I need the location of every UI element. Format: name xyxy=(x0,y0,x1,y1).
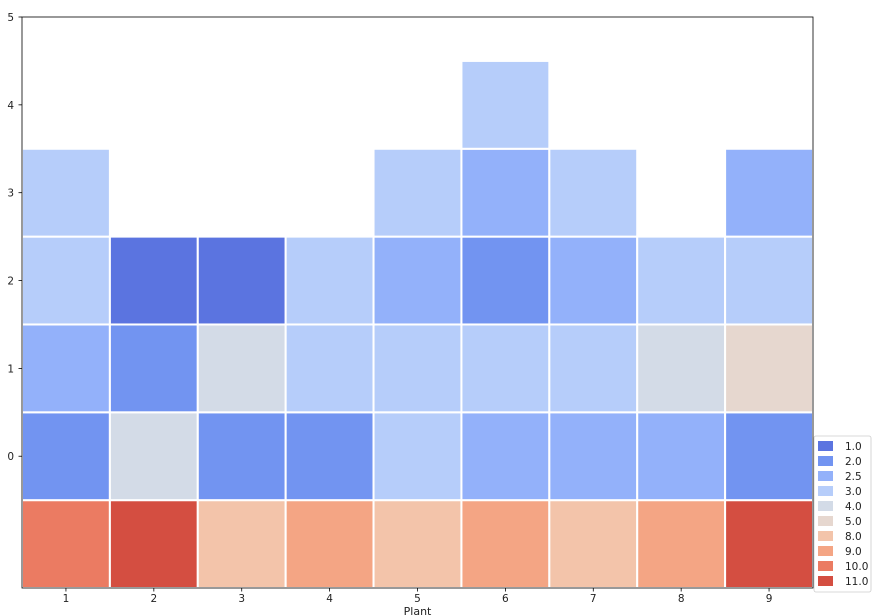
heatmap-cell xyxy=(108,323,199,414)
heatmap-cell xyxy=(372,499,463,589)
legend-label: 11.0 xyxy=(845,576,868,588)
heatmap-cell xyxy=(724,147,814,238)
legend-label: 10.0 xyxy=(845,561,868,573)
heatmap-cell xyxy=(724,499,814,589)
heatmap-cell xyxy=(460,147,551,238)
y-tick-label: 1 xyxy=(7,363,14,375)
legend-swatch xyxy=(818,501,833,511)
x-tick-label: 3 xyxy=(238,593,245,605)
heatmap-cell xyxy=(196,323,287,414)
x-tick-label: 1 xyxy=(63,593,70,605)
heatmap-cell xyxy=(460,499,551,589)
heatmap-cells xyxy=(21,59,814,589)
legend-swatch xyxy=(818,561,833,571)
heatmap-cell xyxy=(548,147,639,238)
heatmap-cell xyxy=(460,323,551,414)
heatmap-cell xyxy=(284,323,375,414)
heatmap-cell xyxy=(108,499,199,589)
legend-swatch xyxy=(818,456,833,466)
heatmap-cell xyxy=(108,235,199,326)
y-tick-label: 2 xyxy=(7,276,14,288)
heatmap-cell xyxy=(21,147,111,238)
legend-swatch xyxy=(818,531,833,541)
legend-label: 8.0 xyxy=(845,531,862,543)
heatmap-cell xyxy=(548,499,639,589)
legend-swatch xyxy=(818,576,833,586)
x-axis-label: Plant xyxy=(404,605,432,616)
legend-label: 9.0 xyxy=(845,546,862,558)
y-tick-label: 5 xyxy=(7,12,14,24)
y-axis: 0 1 2 3 4 5 xyxy=(7,12,22,463)
heatmap-cell xyxy=(724,411,814,502)
y-tick-label: 3 xyxy=(7,188,14,200)
heatmap-cell xyxy=(548,411,639,502)
x-tick-label: 7 xyxy=(590,593,597,605)
x-tick-label: 5 xyxy=(414,593,421,605)
heatmap-cell xyxy=(372,411,463,502)
heatmap-cell xyxy=(372,323,463,414)
x-tick-label: 9 xyxy=(766,593,773,605)
legend-label: 2.0 xyxy=(845,456,862,468)
heatmap-cell xyxy=(636,323,727,414)
heatmap-cell xyxy=(460,235,551,326)
x-tick-label: 4 xyxy=(326,593,333,605)
heatmap-cell xyxy=(636,499,727,589)
heatmap-cell xyxy=(724,323,814,414)
legend-label: 3.0 xyxy=(845,486,862,498)
heatmap-cell xyxy=(460,59,551,150)
heatmap-cell xyxy=(636,411,727,502)
legend-label: 2.5 xyxy=(845,471,862,483)
heatmap-cell xyxy=(196,499,287,589)
heatmap-cell xyxy=(284,499,375,589)
heatmap-cell xyxy=(724,235,814,326)
x-axis: 1 2 3 4 5 6 7 8 9 xyxy=(63,588,773,605)
heatmap-cell xyxy=(460,411,551,502)
heatmap-cell xyxy=(196,235,287,326)
heatmap-cell xyxy=(636,235,727,326)
x-tick-label: 6 xyxy=(502,593,509,605)
heatmap-cell xyxy=(548,235,639,326)
heatmap-cell xyxy=(21,499,111,589)
legend-label: 5.0 xyxy=(845,516,862,528)
heatmap-cell xyxy=(372,235,463,326)
legend: 1.0 2.0 2.5 3.0 4.0 5.0 8.0 9.0 10.0 11.0 xyxy=(813,435,872,593)
legend-label: 4.0 xyxy=(845,501,862,513)
legend-swatch xyxy=(818,516,833,526)
x-tick-label: 8 xyxy=(678,593,685,605)
legend-swatch xyxy=(818,546,833,556)
heatmap-cell xyxy=(284,411,375,502)
legend-swatch xyxy=(818,471,833,481)
heatmap-cell xyxy=(196,411,287,502)
heatmap-cell xyxy=(21,235,111,326)
heatmap-cell xyxy=(284,235,375,326)
heatmap-cell xyxy=(372,147,463,238)
legend-swatch xyxy=(818,441,833,451)
heatmap-cell xyxy=(548,323,639,414)
legend-label: 1.0 xyxy=(845,441,862,453)
y-tick-label: 4 xyxy=(7,100,14,112)
y-tick-label: 0 xyxy=(7,451,14,463)
heatmap-cell xyxy=(21,411,111,502)
x-tick-label: 2 xyxy=(150,593,157,605)
legend-swatch xyxy=(818,486,833,496)
heatmap-cell xyxy=(21,323,111,414)
heatmap-cell xyxy=(108,411,199,502)
